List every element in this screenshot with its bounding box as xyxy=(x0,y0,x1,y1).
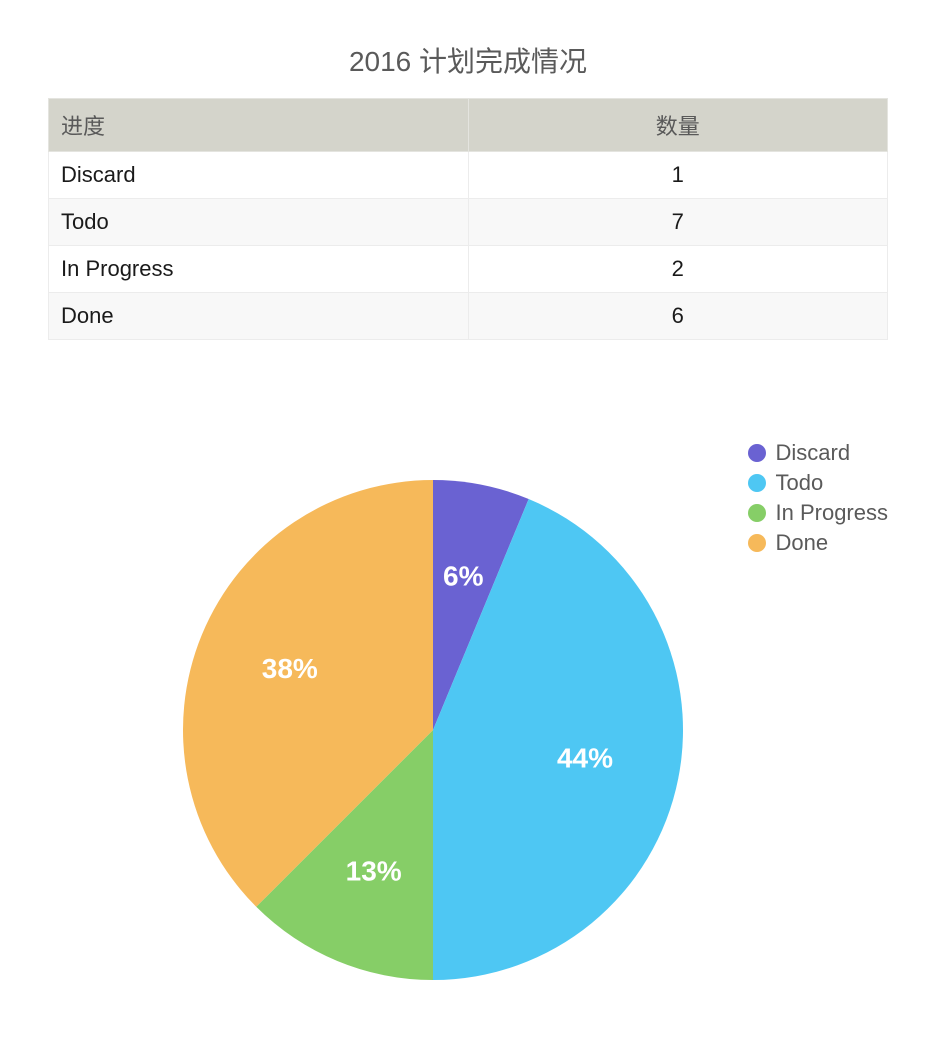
legend-dot-icon xyxy=(748,474,766,492)
table-row: In Progress2 xyxy=(49,246,888,293)
legend-label: Done xyxy=(776,530,829,556)
table-row: Done6 xyxy=(49,293,888,340)
pie-slice-label: 13% xyxy=(346,856,402,887)
pie-slice-label: 6% xyxy=(443,560,484,591)
status-pie-chart: 6% 44% 13% 38% xyxy=(183,480,683,980)
legend-dot-icon xyxy=(748,534,766,552)
pie-slice-label: 38% xyxy=(262,653,318,684)
cell-count: 7 xyxy=(468,199,888,246)
table-row: Todo7 xyxy=(49,199,888,246)
legend-item: Done xyxy=(748,530,889,556)
col-header-count: 数量 xyxy=(468,99,888,152)
cell-status: Discard xyxy=(49,152,469,199)
legend-item: Discard xyxy=(748,440,889,466)
legend-item: In Progress xyxy=(748,500,889,526)
table-row: Discard1 xyxy=(49,152,888,199)
col-header-status: 进度 xyxy=(49,99,469,152)
pie-slice-label: 44% xyxy=(557,743,613,774)
legend-label: Todo xyxy=(776,470,824,496)
legend-label: In Progress xyxy=(776,500,889,526)
legend-dot-icon xyxy=(748,444,766,462)
cell-status: Todo xyxy=(49,199,469,246)
cell-count: 2 xyxy=(468,246,888,293)
cell-status: In Progress xyxy=(49,246,469,293)
legend-item: Todo xyxy=(748,470,889,496)
legend-label: Discard xyxy=(776,440,851,466)
cell-status: Done xyxy=(49,293,469,340)
page-title: 2016 计划完成情况 xyxy=(48,40,888,80)
legend-dot-icon xyxy=(748,504,766,522)
chart-legend: Discard Todo In Progress Done xyxy=(748,440,889,560)
cell-count: 6 xyxy=(468,293,888,340)
status-table: 进度 数量 Discard1Todo7In Progress2Done6 xyxy=(48,98,888,340)
cell-count: 1 xyxy=(468,152,888,199)
